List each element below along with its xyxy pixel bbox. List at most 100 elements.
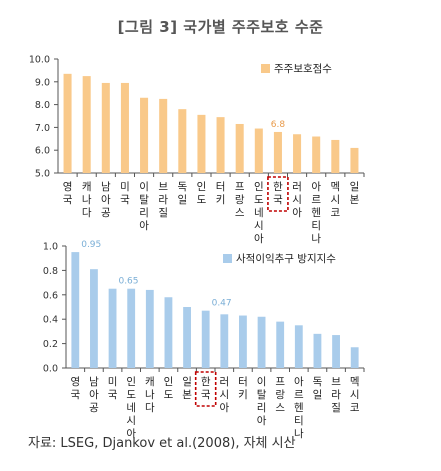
c2-category-label: 미국 — [108, 376, 118, 401]
c2-category-label: 러시아 — [219, 376, 229, 414]
c1-category-char: 나 — [82, 194, 92, 206]
c1-category-char: 미 — [120, 181, 130, 193]
c2-category-char: 질 — [331, 402, 341, 414]
c2-category-char: 시 — [219, 389, 229, 401]
c2-category-char: 탈 — [257, 388, 267, 401]
c2-category-char: 국 — [70, 389, 80, 401]
c2-category-label: 남아공 — [89, 376, 99, 414]
c2-category-char: 시 — [350, 389, 360, 401]
c2-bar — [145, 289, 154, 368]
c1-category-char: 남 — [101, 181, 111, 193]
c1-category-char: 국 — [63, 194, 73, 206]
c1-category-char: 도 — [197, 194, 207, 206]
c2-category-char: 독 — [313, 376, 323, 388]
c2-category-label: 캐나다 — [145, 376, 155, 414]
c2-category-char: 다 — [145, 402, 155, 414]
c2-data-label: 0.65 — [118, 277, 138, 287]
c2-category-char: 리 — [257, 402, 267, 414]
c1-category-char: 라 — [158, 194, 168, 206]
c1-highlight-box — [267, 176, 289, 212]
c1-category-char: 시 — [330, 194, 340, 206]
c2-category-char: 키 — [238, 389, 248, 401]
c1-category-char: 아 — [311, 181, 321, 193]
c2-category-char: 일 — [182, 375, 192, 388]
c1-category-char: 이 — [139, 181, 149, 193]
c2-category-char: 미 — [108, 376, 118, 388]
c2-category-label: 영국 — [70, 376, 80, 401]
c1-category-char: 랑 — [235, 194, 245, 206]
c2-category-char: 국 — [201, 389, 211, 401]
c2-category-char: 르 — [294, 389, 304, 401]
c2-category-char: 헨 — [294, 402, 304, 414]
c1-category-char: 본 — [350, 194, 360, 206]
c1-bar — [312, 136, 321, 173]
c2-data-label: 0.95 — [81, 240, 101, 250]
c2-category-char: 국 — [108, 389, 118, 401]
c2-bar — [220, 314, 229, 368]
c1-bar — [140, 97, 149, 173]
c1-category-char: 티 — [311, 220, 321, 232]
c2-category-char: 랑 — [275, 389, 285, 401]
c2-category-char: 나 — [145, 389, 155, 401]
c2-category-char: 아 — [126, 428, 136, 440]
c1-category-label: 남아공 — [101, 181, 111, 219]
c1-y-tick-label: 6.0 — [35, 146, 50, 157]
c1-category-char: 시 — [254, 220, 264, 232]
c1-bar — [159, 98, 168, 173]
c2-category-char: 아 — [89, 389, 99, 401]
c2-category-char: 멕 — [350, 376, 360, 388]
c1-category-label: 브라질 — [158, 181, 168, 219]
c2-bar — [108, 288, 117, 368]
c2-bar — [257, 316, 266, 368]
c1-bar — [197, 114, 206, 173]
c2-y-tick-label: 0.8 — [43, 266, 58, 277]
c1-bar — [293, 134, 302, 173]
c1-legend-label: 주주보호점수 — [274, 63, 332, 75]
c1-bar — [350, 147, 359, 173]
c2-legend-swatch — [223, 254, 232, 263]
c2-legend-label: 사적이익추구 방지지수 — [236, 253, 336, 265]
c1-category-char: 코 — [330, 207, 340, 219]
c2-bar — [127, 288, 136, 368]
c1-category-char: 네 — [254, 207, 264, 219]
c1-bar — [254, 128, 263, 173]
c2-legend: 사적이익추구 방지지수 — [223, 253, 336, 265]
c1-bar — [178, 109, 187, 173]
c2-category-char: 이 — [257, 376, 267, 388]
c2-category-char: 나 — [294, 428, 304, 440]
c1-legend-swatch — [261, 64, 270, 73]
c2-y-tick-label: 1.0 — [43, 242, 58, 253]
c1-category-label: 일본 — [350, 180, 360, 206]
c2-bar — [201, 310, 210, 368]
c1-category-char: 키 — [216, 194, 226, 206]
c1-bar — [331, 139, 340, 173]
c1-bar — [120, 82, 129, 173]
c2-category-char: 인 — [164, 376, 174, 388]
c1-category-char: 탈 — [139, 193, 149, 206]
c1-category-char: 르 — [311, 194, 321, 206]
c2-category-label: 터키 — [238, 376, 248, 401]
c1-category-label: 캐나다 — [82, 181, 92, 219]
c1-category-char: 국 — [273, 194, 283, 206]
c1-bar — [273, 131, 282, 173]
c1-category-label: 독일 — [177, 181, 187, 206]
c2-category-char: 라 — [331, 389, 341, 401]
c1-category-label: 한국 — [273, 181, 283, 206]
c1-category-char: 질 — [158, 207, 168, 219]
c2-category-label: 인도 — [164, 376, 174, 401]
c1-category-char: 아 — [139, 220, 149, 232]
c2-category-label: 브라질 — [331, 376, 341, 414]
c2-category-char: 코 — [350, 402, 360, 414]
c1-category-char: 일 — [177, 193, 187, 206]
c1-category-char: 나 — [311, 233, 321, 245]
c1-bar — [101, 82, 110, 173]
c2-y-tick-label: 0.6 — [43, 290, 58, 301]
c1-category-char: 인 — [254, 181, 264, 193]
c1-y-tick-label: 10.0 — [29, 55, 50, 66]
c1-category-char: 터 — [216, 181, 226, 193]
c1-category-char: 멕 — [330, 181, 340, 193]
